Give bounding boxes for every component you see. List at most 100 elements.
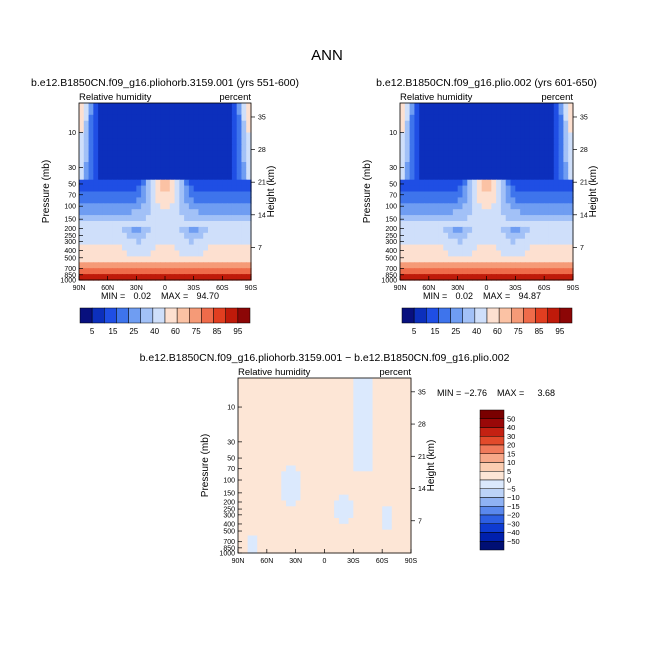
heatmap-cell	[88, 103, 94, 110]
heatmap-cell	[165, 185, 171, 193]
heatmap-cell	[553, 114, 560, 122]
heatmap-cell	[438, 150, 444, 157]
heatmap-cell	[98, 103, 104, 110]
heatmap-cell	[544, 256, 550, 263]
heatmap-cell	[290, 471, 297, 478]
heatmap-cell	[324, 424, 330, 432]
heatmap-cell	[281, 401, 287, 408]
heatmap-cell	[83, 156, 90, 163]
heatmap-cell	[160, 209, 166, 216]
heatmap-cell	[428, 167, 435, 175]
heatmap-cell	[102, 185, 109, 193]
heatmap-cell	[438, 156, 444, 163]
heatmap-cell	[419, 191, 425, 198]
heatmap-cell	[510, 215, 516, 222]
heatmap-cell	[150, 262, 157, 269]
heatmap-cell	[443, 156, 449, 163]
heatmap-cell	[184, 138, 190, 145]
heatmap-cell	[386, 494, 393, 502]
heatmap-cell	[122, 120, 128, 128]
heatmap-cell	[155, 138, 161, 145]
heatmap-cell	[208, 268, 214, 275]
heatmap-cell	[208, 197, 214, 204]
heatmap-cell	[300, 523, 306, 531]
heatmap-cell	[222, 167, 228, 175]
heatmap-cell	[367, 453, 374, 461]
x-tick-label: 30N	[451, 285, 464, 292]
heatmap-cell	[409, 238, 416, 246]
heatmap-cell	[217, 167, 223, 175]
heatmap-cell	[358, 436, 364, 443]
heatmap-cell	[510, 144, 516, 151]
heatmap-cell	[83, 250, 90, 257]
heatmap-cell	[242, 523, 249, 531]
heatmap-cell	[438, 250, 444, 257]
heatmap-cell	[404, 215, 411, 222]
heatmap-cell	[193, 150, 200, 157]
heatmap-cell	[112, 191, 118, 198]
heatmap-cell	[462, 156, 468, 163]
heatmap-cell	[179, 120, 185, 128]
heatmap-cell	[324, 535, 330, 542]
heatmap-cell	[150, 167, 157, 175]
heatmap-cell	[406, 500, 412, 507]
heatmap-cell	[334, 389, 340, 397]
heatmap-cell	[252, 407, 258, 414]
heatmap-cell	[93, 120, 99, 128]
heatmap-cell	[300, 465, 306, 472]
colorbar-swatch	[237, 307, 251, 324]
heatmap-cell	[83, 173, 90, 181]
heatmap-cell	[241, 274, 247, 281]
heatmap-cell	[169, 126, 176, 134]
heatmap-cell	[472, 274, 478, 281]
heatmap-cell	[165, 244, 171, 252]
heatmap-cell	[102, 138, 109, 145]
heatmap-cell	[126, 226, 133, 234]
min-label: MIN =	[437, 388, 461, 398]
heatmap-cell	[208, 238, 214, 246]
y2-tick-label: 21	[258, 180, 266, 187]
heatmap-cell	[448, 274, 454, 281]
heatmap-cell	[448, 226, 454, 234]
heatmap-cell	[126, 126, 133, 134]
heatmap-cell	[338, 453, 345, 461]
heatmap-cell	[548, 244, 555, 252]
heatmap-cell	[428, 238, 435, 246]
heatmap-cell	[107, 162, 114, 169]
heatmap-cell	[472, 256, 478, 263]
heatmap-cell	[295, 506, 302, 513]
heatmap-cell	[486, 256, 492, 263]
heatmap-cell	[257, 430, 263, 437]
heatmap-cell	[448, 268, 454, 275]
heatmap-cell	[131, 232, 137, 240]
heatmap-cell	[348, 453, 354, 461]
heatmap-cell	[98, 232, 104, 240]
heatmap-cell	[300, 407, 306, 414]
heatmap-cell	[231, 274, 238, 281]
heatmap-cell	[246, 268, 252, 275]
heatmap-cell	[242, 541, 249, 548]
heatmap-cell	[401, 483, 407, 490]
heatmap-cell	[457, 244, 464, 252]
heatmap-cell	[358, 442, 364, 449]
heatmap-cell	[179, 226, 185, 234]
heatmap-cell	[222, 120, 228, 128]
heatmap-cell	[98, 156, 104, 163]
heatmap-cell	[510, 162, 516, 169]
heatmap-cell	[314, 424, 321, 432]
heatmap-cell	[476, 221, 483, 228]
heatmap-cell	[227, 162, 233, 169]
heatmap-cell	[112, 185, 118, 193]
heatmap-cell	[155, 226, 161, 234]
heatmap-cell	[83, 103, 90, 110]
heatmap-cell	[165, 162, 171, 169]
heatmap-cell	[529, 262, 536, 269]
heatmap-cell	[208, 108, 214, 116]
heatmap-cell	[271, 436, 278, 443]
heatmap-cell	[314, 418, 321, 426]
heatmap-cell	[472, 126, 478, 134]
heatmap-cell	[217, 250, 223, 257]
heatmap-cell	[286, 424, 292, 432]
heatmap-cell	[419, 144, 425, 151]
heatmap-cell	[88, 250, 94, 257]
